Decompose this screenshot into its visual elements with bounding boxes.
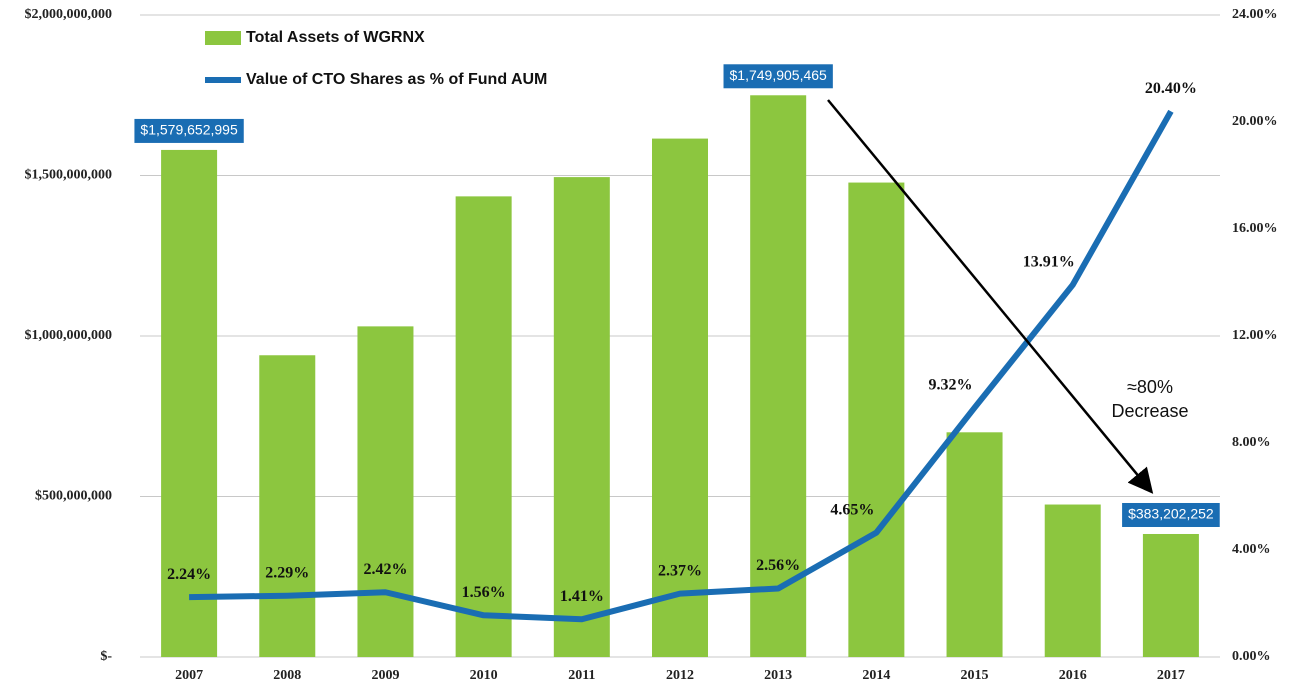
x-tick-label: 2011 [568, 668, 595, 683]
data-label: 13.91% [1023, 254, 1075, 271]
x-tick-label: 2014 [862, 668, 890, 683]
y-tick-label: $1,000,000,000 [25, 328, 113, 343]
legend-swatch [205, 31, 241, 45]
x-tick-label: 2009 [371, 668, 399, 683]
x-tick-label: 2008 [273, 668, 301, 683]
x-tick-label: 2013 [764, 668, 792, 683]
data-label: $1,579,652,995 [134, 118, 244, 143]
data-label: 2.29% [265, 564, 309, 581]
data-label: 2.56% [756, 557, 800, 574]
x-tick-label: 2015 [961, 668, 989, 683]
data-label: $1,749,905,465 [723, 64, 833, 89]
bar [848, 182, 905, 657]
x-tick-label: 2017 [1157, 668, 1185, 683]
data-label: $383,202,252 [1122, 502, 1220, 527]
data-label: 2.37% [658, 562, 702, 579]
data-label: 1.56% [462, 584, 506, 601]
label-box [1122, 502, 1220, 527]
annotation: Decrease [1111, 401, 1188, 421]
y2-tick-label: 12.00% [1232, 328, 1278, 343]
data-label: 2.42% [363, 561, 407, 578]
y-tick-label: $500,000,000 [35, 489, 112, 504]
y2-tick-label: 16.00% [1232, 221, 1278, 236]
bar [1142, 533, 1199, 657]
data-label: 4.65% [830, 501, 874, 518]
y2-tick-label: 4.00% [1232, 542, 1271, 557]
y-tick-label: $1,500,000,000 [25, 168, 113, 183]
arrow [827, 99, 1154, 494]
line [189, 109, 1174, 623]
data-label-text: $1,579,652,995 [140, 122, 238, 138]
y-tick-label: $- [100, 649, 112, 664]
x-tick-label: 2016 [1059, 668, 1087, 683]
label-box [134, 118, 244, 143]
bar [1044, 504, 1101, 657]
bar [750, 95, 807, 658]
x-tick-label: 2010 [470, 668, 498, 683]
y2-tick-label: 24.00% [1232, 7, 1278, 22]
bar [553, 177, 610, 658]
data-label: 20.40% [1145, 80, 1197, 97]
data-label: 9.32% [929, 376, 973, 393]
bar [455, 196, 512, 658]
data-label-text: $383,202,252 [1128, 506, 1214, 522]
legend-label: Value of CTO Shares as % of Fund AUM [246, 71, 547, 88]
y2-tick-label: 8.00% [1232, 435, 1271, 450]
bar [259, 355, 316, 657]
x-tick-label: 2007 [175, 668, 203, 683]
bar [946, 432, 1003, 657]
x-tick-label: 2012 [666, 668, 694, 683]
y2-tick-label: 0.00% [1232, 649, 1271, 664]
bar [652, 138, 708, 657]
data-label-text: $1,749,905,465 [730, 67, 828, 83]
legend-label: Total Assets of WGRNX [246, 29, 425, 46]
bar [357, 326, 414, 657]
y2-tick-label: 20.00% [1232, 114, 1278, 129]
y-tick-label: $2,000,000,000 [25, 7, 113, 22]
data-label: 2.24% [167, 566, 211, 583]
bar [161, 149, 218, 657]
label-box [723, 64, 833, 89]
data-label: 1.41% [560, 588, 604, 605]
annotation: ≈80% [1127, 377, 1173, 397]
